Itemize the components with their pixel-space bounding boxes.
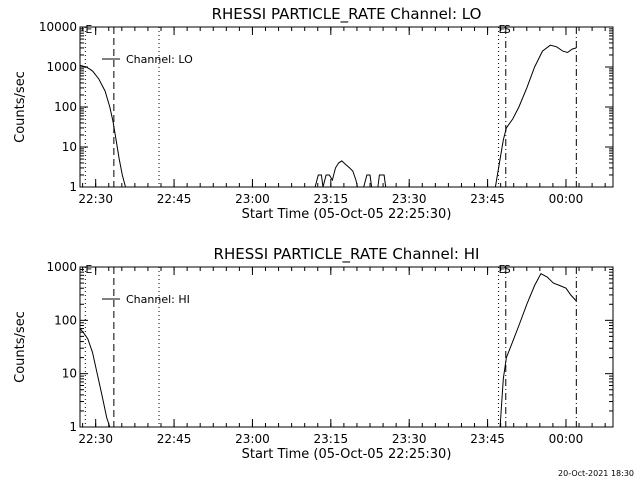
y-tick-label: 1000	[46, 60, 77, 74]
y-tick-label: 1	[69, 180, 77, 194]
x-tick-label: 00:00	[549, 432, 584, 446]
event-marker-label: S	[504, 23, 511, 36]
series-line	[500, 274, 576, 427]
series-line	[378, 175, 386, 187]
y-tick-label: 1	[69, 420, 77, 434]
series-line	[315, 161, 357, 187]
x-tick-label: 00:00	[549, 192, 584, 206]
chart-title: RHESSI PARTICLE_RATE Channel: HI	[214, 245, 480, 264]
y-tick-label: 100	[54, 100, 77, 114]
x-tick-label: 23:45	[470, 432, 505, 446]
x-tick-label: 22:30	[78, 432, 113, 446]
legend-label: Channel: HI	[126, 293, 190, 306]
series-line	[80, 329, 110, 427]
y-axis-label: Counts/sec	[13, 71, 28, 143]
series-line	[495, 45, 576, 187]
chart-title: RHESSI PARTICLE_RATE Channel: LO	[212, 5, 482, 24]
event-marker-label: E	[85, 263, 92, 276]
x-tick-label: 23:00	[235, 192, 270, 206]
series-line	[80, 65, 126, 187]
x-axis-label: Start Time (05-Oct-05 22:25:30)	[242, 207, 452, 222]
x-tick-label: 23:15	[314, 192, 349, 206]
event-marker-label: E	[85, 23, 92, 36]
x-tick-label: 22:30	[78, 192, 113, 206]
footer-timestamp: 20-Oct-2021 18:30	[558, 469, 634, 478]
x-tick-label: 22:45	[157, 432, 192, 446]
y-tick-label: 100	[54, 313, 77, 327]
y-axis-label: Counts/sec	[13, 311, 28, 383]
plot-frame	[80, 27, 613, 187]
x-tick-label: 23:30	[392, 192, 427, 206]
plot-frame	[80, 267, 613, 427]
event-marker-label: S	[504, 263, 511, 276]
legend-label: Channel: LO	[126, 53, 193, 66]
x-tick-label: 23:00	[235, 432, 270, 446]
y-tick-label: 10	[62, 367, 77, 381]
x-tick-label: 23:30	[392, 432, 427, 446]
y-tick-label: 10	[62, 140, 77, 154]
x-tick-label: 23:15	[314, 432, 349, 446]
y-tick-label: 10000	[39, 20, 77, 34]
x-tick-label: 22:45	[157, 192, 192, 206]
y-tick-label: 1000	[46, 260, 77, 274]
x-tick-label: 23:45	[470, 192, 505, 206]
x-axis-label: Start Time (05-Oct-05 22:25:30)	[242, 447, 452, 462]
